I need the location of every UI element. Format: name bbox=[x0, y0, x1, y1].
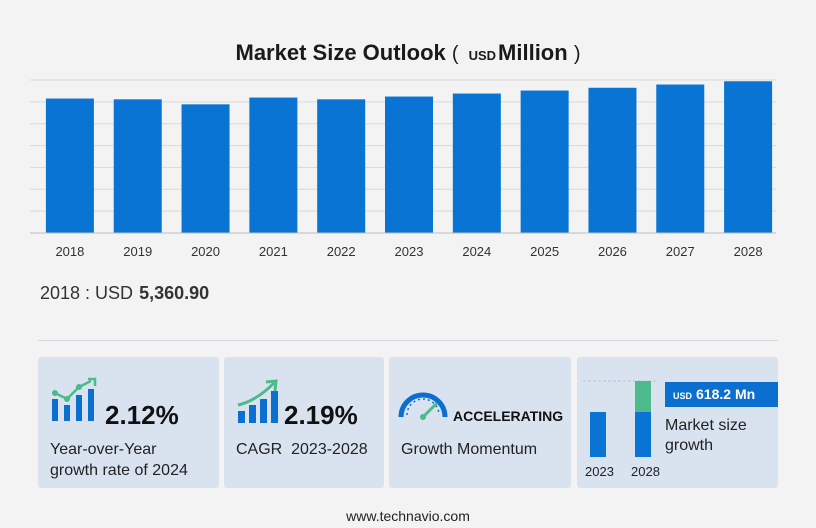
bar-chart: 2018 2019 2020 2021 2022 2023 2024 2025 2026 2027… bbox=[30, 79, 776, 259]
yoy-label-line2: growth rate of 2024 bbox=[50, 462, 188, 479]
cagr-value: 2.19% bbox=[284, 400, 358, 430]
market-growth-badge: USD 618.2 Mn bbox=[665, 382, 778, 407]
title-paren-close: ) bbox=[573, 43, 581, 65]
bar-2024 bbox=[452, 93, 501, 233]
bar-2021 bbox=[249, 97, 298, 233]
bar-2028 bbox=[724, 81, 773, 234]
footer-url: www.technavio.com bbox=[346, 508, 470, 524]
title-paren-open: ( bbox=[451, 43, 459, 65]
mini-year-2028: 2028 bbox=[631, 464, 660, 479]
bar-2025 bbox=[520, 90, 569, 233]
speedometer-icon bbox=[398, 392, 448, 420]
market-label-line2: growth bbox=[665, 437, 714, 454]
market-growth-mini-chart bbox=[583, 380, 657, 457]
bar-2023 bbox=[385, 96, 433, 233]
x-tick-2020: 2020 bbox=[191, 244, 220, 259]
mini-bar-2028-growth bbox=[635, 381, 651, 412]
x-tick-2027: 2027 bbox=[666, 244, 695, 259]
bar-growth-icon bbox=[52, 377, 97, 421]
bar-2027 bbox=[656, 84, 705, 233]
x-tick-2021: 2021 bbox=[259, 244, 288, 259]
x-tick-2019: 2019 bbox=[123, 244, 152, 259]
x-tick-2026: 2026 bbox=[598, 244, 627, 259]
cagr-card: 2.19% CAGR 2023-2028 bbox=[224, 357, 384, 488]
badge-value: 618.2 Mn bbox=[696, 386, 756, 402]
bar-2022 bbox=[317, 99, 366, 233]
x-tick-2024: 2024 bbox=[462, 244, 491, 259]
bar-2026 bbox=[588, 87, 637, 233]
x-tick-2023: 2023 bbox=[395, 244, 424, 259]
x-tick-2025: 2025 bbox=[530, 244, 559, 259]
momentum-label: Growth Momentum bbox=[401, 441, 538, 458]
x-tick-2018: 2018 bbox=[55, 244, 84, 259]
yoy-value: 2.12% bbox=[105, 400, 179, 430]
rising-bars-icon bbox=[237, 379, 278, 423]
baseline-value: 2018 : USD 5,360.90 bbox=[40, 283, 209, 304]
mini-year-2023: 2023 bbox=[585, 464, 614, 479]
cagr-label: CAGR 2023-2028 bbox=[236, 441, 368, 458]
market-label-line1: Market size bbox=[665, 417, 747, 434]
yoy-card: 2.12% Year-over-Year growth rate of 2024 bbox=[38, 357, 219, 488]
bar-2018 bbox=[45, 98, 94, 233]
badge-unit: USD bbox=[673, 391, 693, 401]
baseline-number: 5,360.90 bbox=[139, 283, 210, 303]
market-growth-card: USD 618.2 Mn Market size growth 2023 2028 bbox=[577, 357, 778, 488]
bar-2020 bbox=[181, 104, 230, 233]
mini-bar-2028-base bbox=[635, 412, 651, 457]
momentum-card: ACCELERATING Growth Momentum bbox=[389, 357, 571, 488]
x-tick-2022: 2022 bbox=[327, 244, 356, 259]
x-tick-2028: 2028 bbox=[734, 244, 763, 259]
momentum-value: ACCELERATING bbox=[453, 408, 564, 424]
baseline-label-text: 2018 : USD bbox=[40, 283, 134, 303]
mini-bar-2023 bbox=[590, 412, 606, 457]
bar-2019 bbox=[113, 99, 162, 233]
yoy-label-line1: Year-over-Year bbox=[50, 441, 157, 458]
chart-title: Market Size Outlook ( USDMillion ) bbox=[0, 40, 816, 66]
divider bbox=[38, 340, 778, 341]
title-main: Market Size Outlook bbox=[235, 40, 446, 65]
title-unit-prefix: USD bbox=[468, 48, 497, 63]
title-unit: Million bbox=[498, 40, 568, 65]
